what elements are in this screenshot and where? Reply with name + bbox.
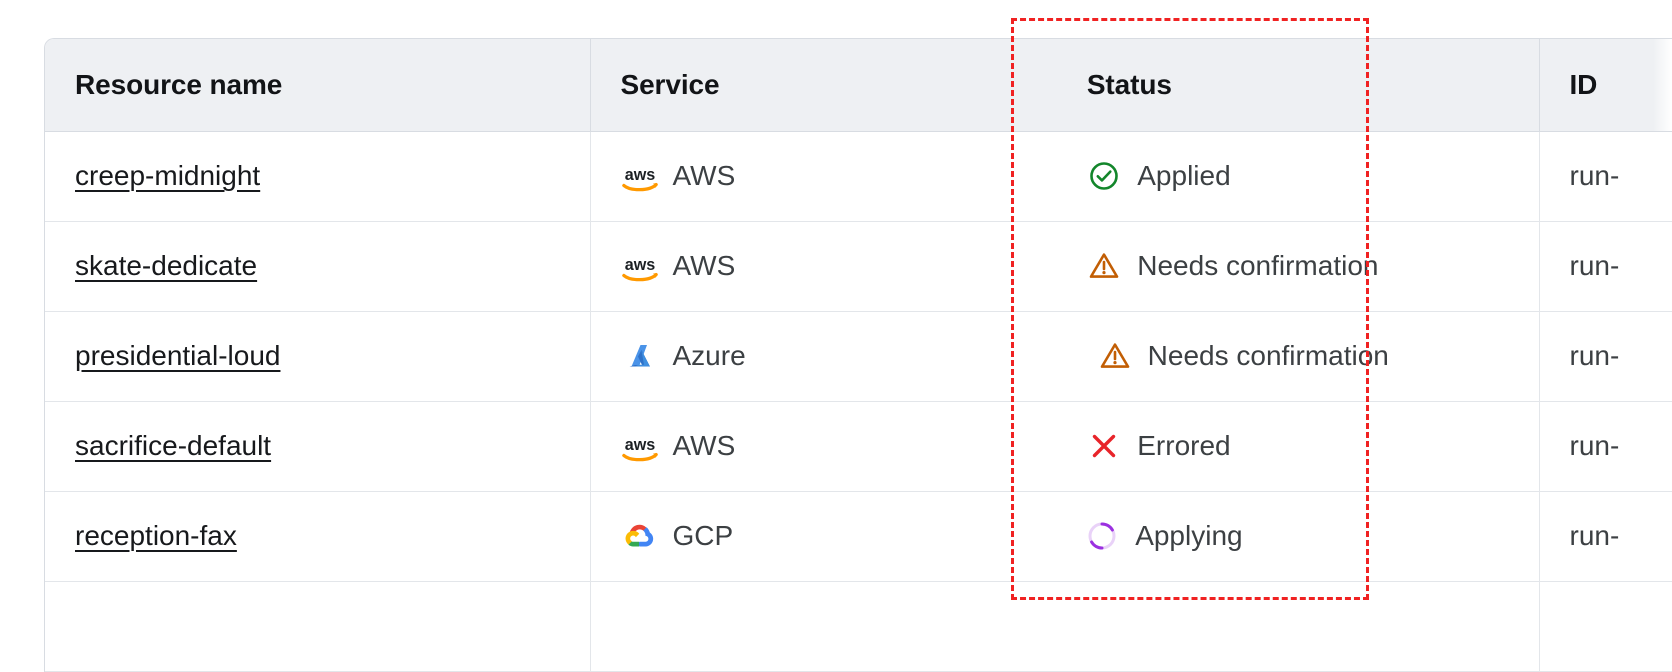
run-id-text: run-: [1569, 520, 1620, 551]
table-row-partial[interactable]: [45, 581, 1672, 672]
cell-id: run-: [1539, 221, 1672, 312]
run-id-text: run-: [1569, 340, 1620, 371]
status-group: Errored: [1087, 429, 1231, 463]
cell-service-status: aws AWS Errored: [590, 401, 1540, 492]
status-label: Applying: [1135, 520, 1243, 551]
table-header: Resource name Service Status ID: [45, 39, 1672, 132]
service-label: AWS: [672, 160, 736, 191]
status-label: Needs confirmation: [1147, 340, 1389, 371]
column-header-id[interactable]: ID: [1539, 39, 1672, 132]
column-header-status-label: Status: [1086, 68, 1172, 100]
status-label: Needs confirmation: [1137, 250, 1379, 281]
svg-text:aws: aws: [624, 256, 655, 274]
column-header-service-status[interactable]: Service Status: [590, 39, 1540, 132]
service-label: Azure: [672, 340, 746, 371]
svg-text:aws: aws: [624, 166, 655, 184]
run-id-text: run-: [1569, 160, 1620, 191]
cell-resource-name: [45, 581, 591, 672]
run-id-text: run-: [1569, 250, 1620, 281]
status-group: Applying: [1085, 519, 1243, 553]
gcp-logo: [621, 517, 659, 555]
resource-table-container: Resource name Service Status ID creep-mi…: [44, 38, 1672, 672]
cell-service-status: GCP Applying: [590, 491, 1540, 582]
status-group: Needs confirmation: [1087, 249, 1378, 283]
table-row[interactable]: skate-dedicate aws AWS Needs confirmation ru…: [45, 221, 1672, 312]
resource-name-link[interactable]: reception-fax: [75, 520, 237, 551]
azure-logo: [621, 337, 659, 375]
status-group: Needs confirmation: [1098, 339, 1389, 373]
cell-id: [1539, 581, 1672, 672]
cell-resource-name: reception-fax: [45, 491, 591, 582]
service-label: AWS: [672, 430, 736, 461]
cell-id: run-: [1539, 131, 1672, 222]
cell-id: run-: [1539, 311, 1672, 402]
cell-service-status: aws AWS Applied: [590, 131, 1540, 222]
status-label: Errored: [1137, 430, 1231, 461]
spinner-icon: [1085, 519, 1119, 553]
table-row[interactable]: presidential-loud Azure Needs confirmation…: [45, 311, 1672, 402]
cell-resource-name: creep-midnight: [45, 131, 591, 222]
resource-name-link[interactable]: creep-midnight: [75, 160, 261, 191]
cell-resource-name: presidential-loud: [45, 311, 591, 402]
x-mark-icon: [1087, 429, 1121, 463]
table-row[interactable]: sacrifice-default aws AWS Errored run-: [45, 401, 1672, 492]
table-row[interactable]: reception-fax GCP Applying run-: [45, 491, 1672, 582]
service-group: aws AWS: [621, 247, 736, 285]
warning-triangle-icon: [1087, 249, 1121, 283]
table-header-row: Resource name Service Status ID: [45, 39, 1672, 132]
status-label: Applied: [1137, 160, 1231, 191]
aws-logo: aws: [621, 427, 659, 465]
service-group: Azure: [621, 337, 746, 375]
aws-logo: aws: [621, 157, 659, 195]
column-header-resource-name[interactable]: Resource name: [45, 39, 591, 132]
resource-name-link[interactable]: skate-dedicate: [75, 250, 258, 281]
cell-resource-name: sacrifice-default: [45, 401, 591, 492]
cell-id: run-: [1539, 401, 1672, 492]
run-id-text: run-: [1569, 430, 1620, 461]
column-header-service-label: Service: [620, 68, 720, 100]
cell-service-status: aws AWS Needs confirmation: [590, 221, 1540, 312]
table-body: creep-midnight aws AWS Applied run-skate-ded…: [45, 131, 1672, 672]
service-group: aws AWS: [621, 427, 736, 465]
cell-resource-name: skate-dedicate: [45, 221, 591, 312]
service-label: GCP: [672, 520, 734, 551]
resource-name-link[interactable]: presidential-loud: [75, 340, 281, 371]
cell-id: run-: [1539, 491, 1672, 582]
check-circle-icon: [1087, 159, 1121, 193]
aws-logo: aws: [621, 247, 659, 285]
status-group: Applied: [1087, 159, 1231, 193]
table-row[interactable]: creep-midnight aws AWS Applied run-: [45, 131, 1672, 222]
svg-text:aws: aws: [624, 436, 655, 454]
cell-service-status: Azure Needs confirmation: [590, 311, 1540, 402]
resource-name-link[interactable]: sacrifice-default: [75, 430, 272, 461]
service-label: AWS: [672, 250, 736, 281]
resource-table: Resource name Service Status ID creep-mi…: [45, 39, 1672, 672]
service-group: aws AWS: [621, 157, 736, 195]
service-group: GCP: [621, 517, 734, 555]
warning-triangle-icon: [1098, 339, 1132, 373]
cell-service-status: [590, 581, 1540, 672]
screenshot-root: Resource name Service Status ID creep-mi…: [44, 18, 1672, 672]
